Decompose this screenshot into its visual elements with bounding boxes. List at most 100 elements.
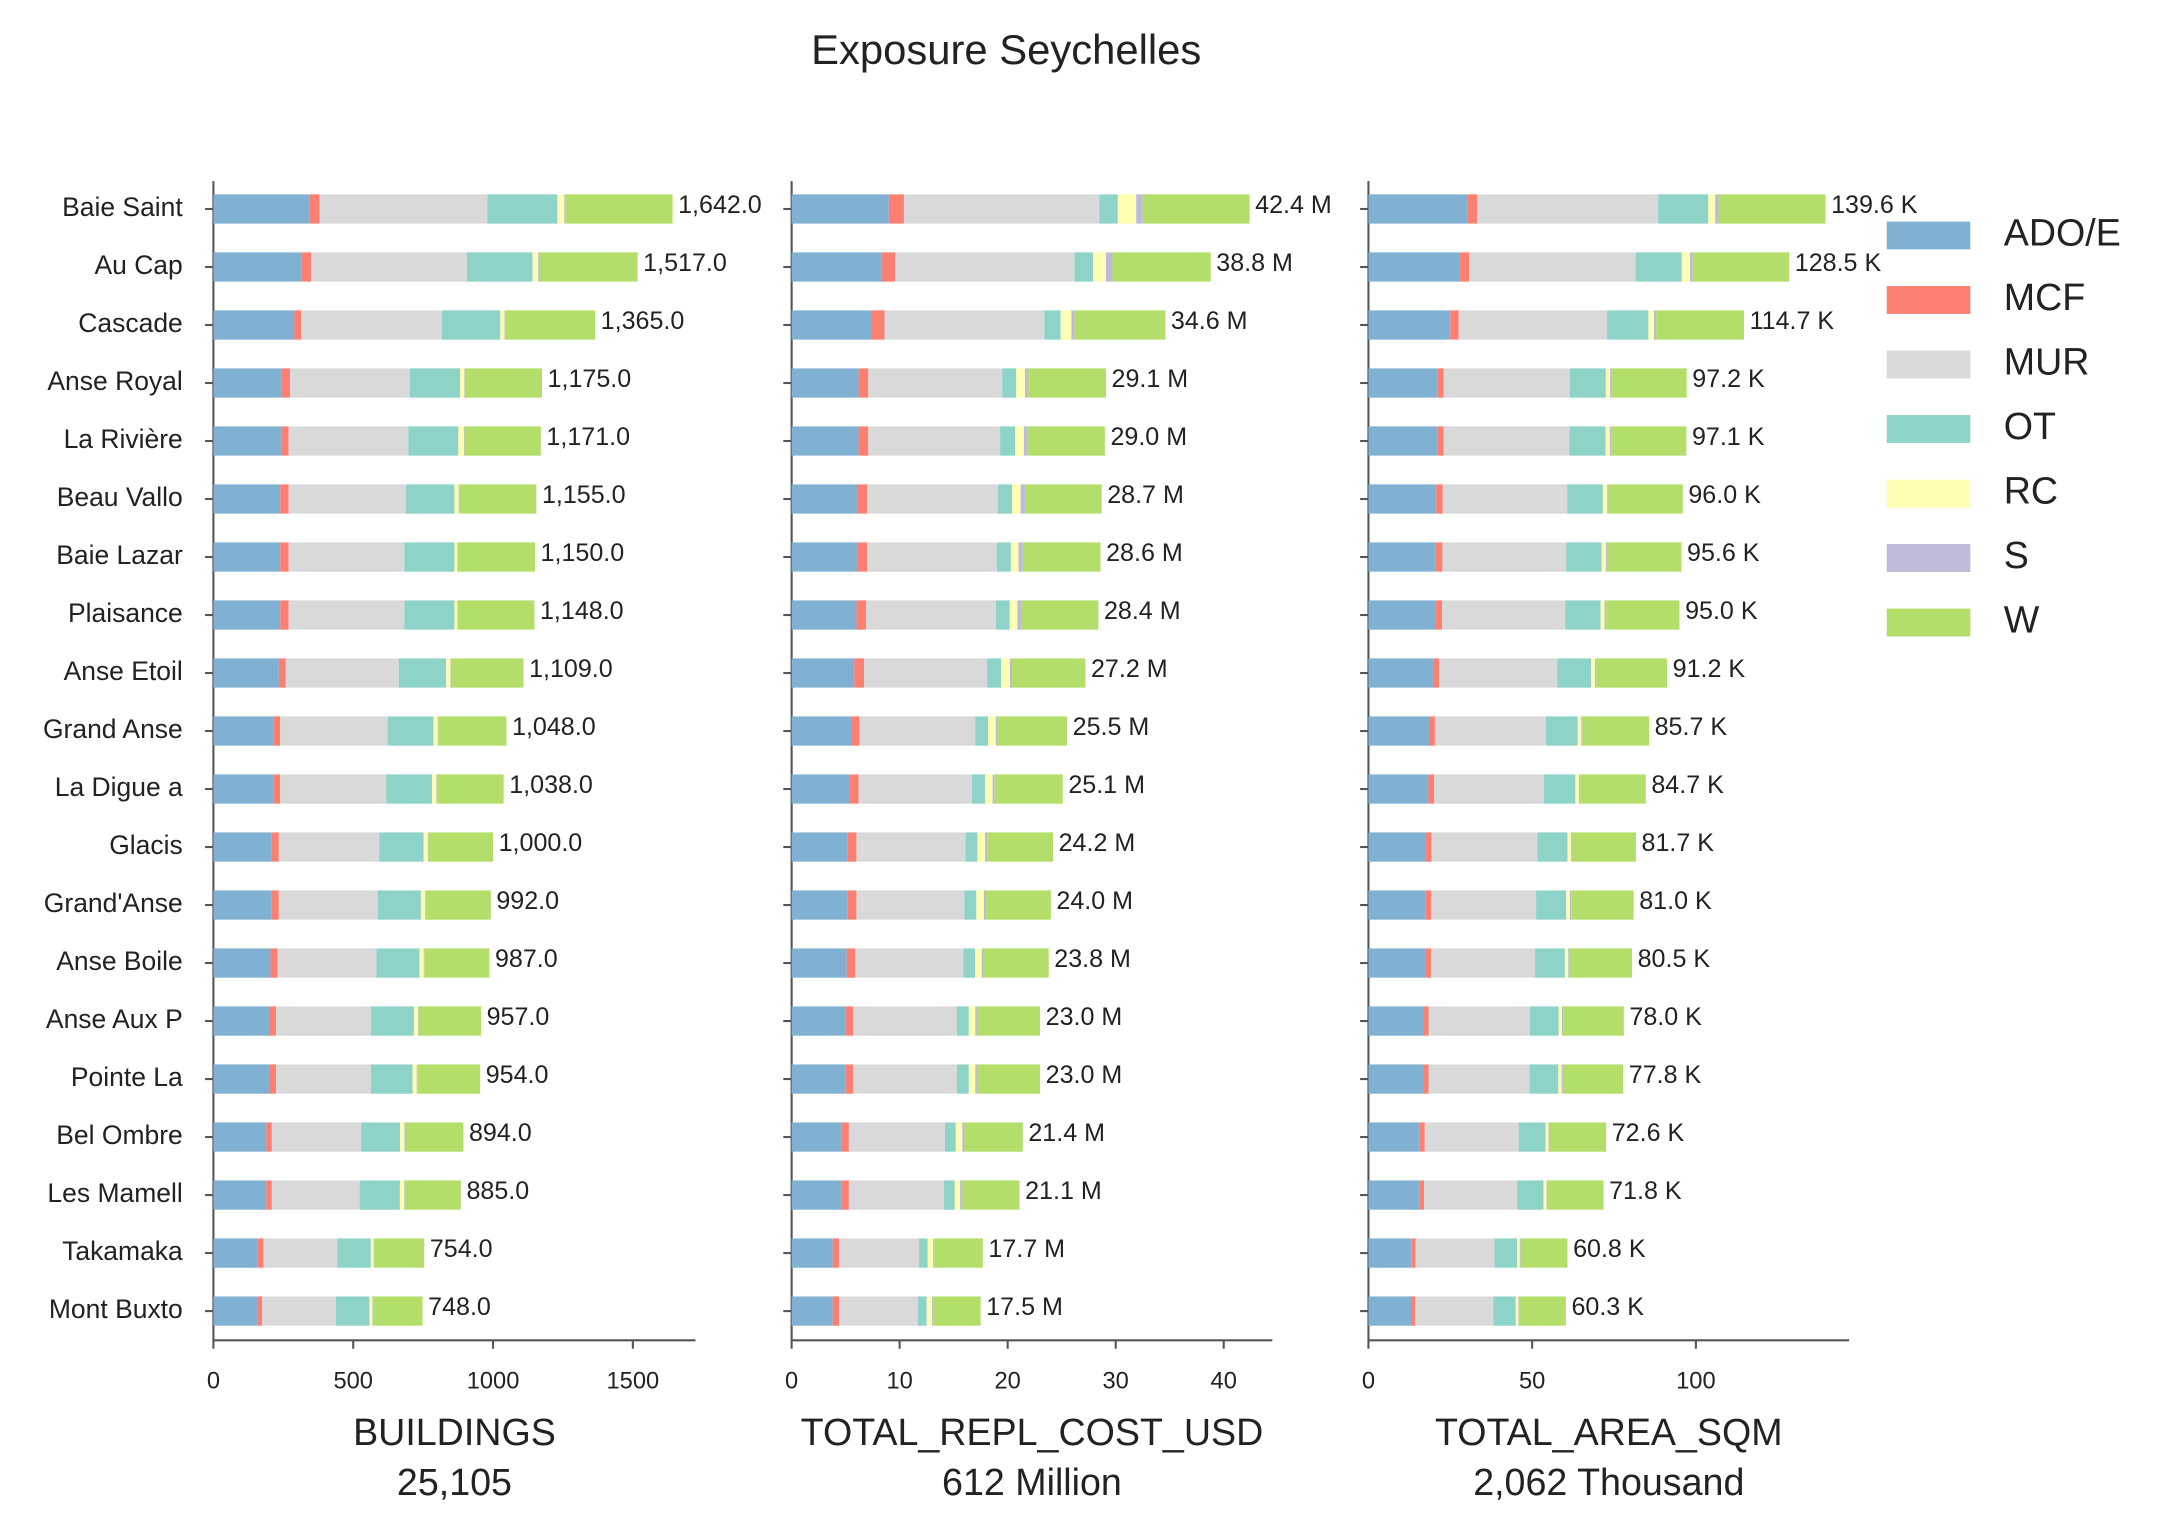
bar-segment xyxy=(376,948,420,978)
bar-segment xyxy=(1569,426,1606,456)
x-tick-label: 10 xyxy=(886,1368,912,1394)
bar-segment xyxy=(1450,310,1459,340)
data-label: 17.7 M xyxy=(988,1235,1065,1263)
bar-segment xyxy=(416,1064,418,1094)
bar-segment xyxy=(398,658,447,688)
bar-segment xyxy=(457,600,535,630)
bar-segment xyxy=(404,1122,405,1152)
bar-segment xyxy=(1024,484,1102,514)
bar-segment xyxy=(839,1296,919,1326)
bar-segment xyxy=(851,716,860,746)
bar-segment xyxy=(1442,600,1566,630)
bar-segment xyxy=(301,310,442,340)
bar-segment xyxy=(1368,1006,1424,1036)
bar-segment xyxy=(1529,1006,1559,1036)
bar-segment xyxy=(954,1180,961,1210)
bar-segment xyxy=(1368,600,1436,630)
bar-segment xyxy=(1436,484,1443,514)
bar-segment xyxy=(884,310,1045,340)
bar-segment xyxy=(213,774,274,804)
bar-segment xyxy=(288,484,406,514)
bar-segment xyxy=(280,716,388,746)
bar-segment xyxy=(257,1296,263,1326)
y-tick-label: Anse Aux P xyxy=(46,1004,183,1034)
bar-segment xyxy=(1467,194,1478,224)
bar-segment xyxy=(1569,890,1572,920)
bar-segment xyxy=(986,890,1051,920)
bar-segment xyxy=(1136,194,1143,224)
bar-segment xyxy=(271,890,279,920)
bar-segment xyxy=(1368,774,1429,804)
bar-segment xyxy=(1015,426,1024,456)
bar-segment xyxy=(277,948,377,978)
bar-segment xyxy=(1028,368,1106,398)
data-label: 60.8 K xyxy=(1573,1235,1646,1263)
bar-segment xyxy=(373,1238,375,1268)
bar-segment xyxy=(1368,426,1438,456)
bar-segment xyxy=(1569,948,1633,978)
bar-segment xyxy=(1001,658,1010,688)
bar-segment xyxy=(1458,310,1608,340)
bar-segment xyxy=(1494,1238,1518,1268)
bar-segment xyxy=(1434,774,1544,804)
bar-segment xyxy=(487,194,558,224)
bar-segment xyxy=(791,1122,842,1152)
bar-segment xyxy=(1493,1296,1516,1326)
bar-segment xyxy=(975,716,989,746)
data-label: 28.7 M xyxy=(1107,481,1184,509)
legend-label: MCF xyxy=(2004,276,2085,318)
data-label: 17.5 M xyxy=(986,1293,1063,1321)
bar-segment xyxy=(1011,658,1086,688)
bar-segment xyxy=(1425,890,1432,920)
bar-segment xyxy=(1435,542,1443,572)
bar-segment xyxy=(988,716,996,746)
bar-segment xyxy=(1520,1238,1568,1268)
bar-segment xyxy=(984,832,988,862)
y-tick-label: Les Mamell xyxy=(47,1178,182,1208)
bar-segment xyxy=(1582,716,1650,746)
bar-segment xyxy=(1605,368,1611,398)
bar-segment xyxy=(1415,1238,1495,1268)
bar-segment xyxy=(881,252,896,282)
bar-segment xyxy=(1010,542,1019,572)
bar-segment xyxy=(408,426,459,456)
bar-segment xyxy=(1142,194,1250,224)
bar-segment xyxy=(1605,542,1608,572)
bar-segment xyxy=(213,1122,267,1152)
bar-segment xyxy=(1569,368,1606,398)
bar-segment xyxy=(288,426,409,456)
bar-segment xyxy=(1595,658,1597,688)
bar-segment xyxy=(1023,426,1028,456)
legend-label: MUR xyxy=(2004,340,2090,382)
y-tick-label: Grand'Anse xyxy=(44,888,183,918)
bar-segment xyxy=(1437,426,1444,456)
bar-segment xyxy=(1606,600,1680,630)
bar-segment xyxy=(791,774,850,804)
bar-segment xyxy=(276,1064,371,1094)
bar-segment xyxy=(997,484,1012,514)
bar-segment xyxy=(1423,1064,1429,1094)
bar-segment xyxy=(1411,1296,1416,1326)
y-tick-label: Beau Vallo xyxy=(57,482,183,512)
bar-segment xyxy=(791,252,882,282)
bar-segment xyxy=(791,890,848,920)
bar-segment xyxy=(791,658,855,688)
bar-segment xyxy=(280,484,289,514)
bar-segment xyxy=(1443,426,1570,456)
bar-segment xyxy=(281,368,291,398)
legend-label: RC xyxy=(2004,469,2058,511)
bar-segment xyxy=(213,1006,270,1036)
bar-segment xyxy=(1656,310,1745,340)
bar-segment xyxy=(956,1006,969,1036)
bar-segment xyxy=(1567,484,1603,514)
y-tick-label: Baie Saint xyxy=(62,192,183,222)
bar-segment xyxy=(420,890,426,920)
bar-segment xyxy=(1415,1296,1494,1326)
bar-segment xyxy=(1563,1006,1624,1036)
bar-segment xyxy=(1562,1064,1624,1094)
bar-segment xyxy=(458,484,460,514)
data-label: 24.0 M xyxy=(1056,887,1133,915)
bar-segment xyxy=(1432,658,1440,688)
bar-segment xyxy=(977,832,985,862)
bar-segment xyxy=(1607,310,1649,340)
